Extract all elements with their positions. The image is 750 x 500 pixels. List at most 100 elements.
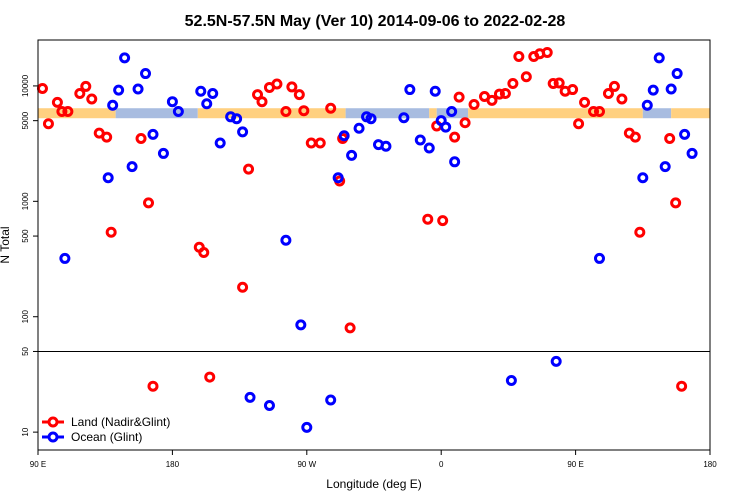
land-point <box>237 281 249 293</box>
land-point <box>547 77 559 89</box>
band-segment-ocean <box>642 108 672 119</box>
plot-frame <box>37 39 711 451</box>
ocean-point <box>172 106 184 118</box>
ocean-point <box>686 147 698 159</box>
ocean-point <box>195 85 207 97</box>
land-point <box>499 87 511 99</box>
land-point <box>670 197 682 209</box>
y-tick-label: 10 <box>21 427 30 436</box>
y-axis: 10 50 100 500 1000 5000 10000 <box>21 74 38 437</box>
land-point <box>449 131 461 143</box>
band-segment-land <box>38 108 65 119</box>
land-point <box>541 46 553 58</box>
land-point <box>553 77 565 89</box>
ocean-point <box>423 142 435 154</box>
y-tick-label: 5000 <box>21 111 30 129</box>
ocean-point <box>380 140 392 152</box>
land-point <box>56 106 68 118</box>
band-segment-land <box>429 108 437 119</box>
x-axis: 90 E 180 90 W 0 90 E 180 <box>30 450 717 469</box>
ocean-point <box>593 252 605 264</box>
land-point <box>664 133 676 145</box>
land-point <box>437 215 449 227</box>
land-point <box>493 88 505 100</box>
band-segment-land <box>197 108 346 119</box>
ocean-point <box>207 87 219 99</box>
x-tick-label: 180 <box>703 460 717 469</box>
land-point <box>579 96 591 108</box>
ocean-point <box>214 137 226 149</box>
y-axis-title: N Total <box>0 226 12 263</box>
ocean-point <box>126 161 138 173</box>
land-point <box>634 226 646 238</box>
land-point <box>271 78 283 90</box>
ocean-point <box>132 83 144 95</box>
land-point <box>105 226 117 238</box>
land-point <box>198 247 210 259</box>
land-point <box>143 197 155 209</box>
land-point <box>453 91 465 103</box>
land-point <box>62 106 74 118</box>
legend: Land (Nadir&Glint) Ocean (Glint) <box>42 415 170 444</box>
land-point <box>36 82 48 94</box>
ocean-point <box>59 252 71 264</box>
legend-land-label: Land (Nadir&Glint) <box>71 415 170 429</box>
ocean-point <box>550 355 562 367</box>
land-point <box>325 102 337 114</box>
ocean-point <box>440 121 452 133</box>
land-point <box>344 322 356 334</box>
x-tick-label: 90 W <box>297 460 316 469</box>
ocean-point <box>140 68 152 80</box>
land-point <box>256 96 268 108</box>
ocean-point <box>113 84 125 96</box>
land-point <box>280 106 292 118</box>
ocean-point <box>166 96 178 108</box>
ocean-point <box>301 421 313 433</box>
ocean-point <box>659 161 671 173</box>
y-tick-label: 1000 <box>21 192 30 210</box>
land-point <box>608 80 620 92</box>
y-tick-label: 500 <box>21 229 30 243</box>
ocean-point <box>280 234 292 246</box>
ocean-point <box>295 319 307 331</box>
ocean-point <box>325 394 337 406</box>
ocean-point <box>671 68 683 80</box>
land-point <box>286 81 298 93</box>
x-tick-label: 90 E <box>567 460 583 469</box>
ocean-point <box>398 112 410 124</box>
land-point <box>243 163 255 175</box>
ocean-point <box>365 113 377 125</box>
ocean-point <box>653 52 665 64</box>
ocean-point <box>332 172 344 184</box>
y-tick-label: 100 <box>21 310 30 324</box>
x-tick-label: 180 <box>166 460 180 469</box>
x-tick-label: 90 E <box>30 460 46 469</box>
land-point <box>314 137 326 149</box>
ocean-point <box>346 149 358 161</box>
land-point <box>676 380 688 392</box>
land-point <box>293 89 305 101</box>
y-tick-label: 50 <box>21 346 30 355</box>
ocean-series <box>59 52 698 433</box>
ocean-point <box>449 156 461 168</box>
land-point <box>80 80 92 92</box>
legend-ocean-marker <box>47 431 59 443</box>
ocean-point <box>338 130 350 142</box>
land-point <box>305 137 317 149</box>
land-point <box>468 99 480 111</box>
land-point <box>593 106 605 118</box>
ocean-point <box>647 84 659 96</box>
land-point <box>147 380 159 392</box>
land-point <box>602 87 614 99</box>
land-point <box>629 131 641 143</box>
legend-land-marker <box>47 416 59 428</box>
chart-title: 52.5N-57.5N May (Ver 10) 2014-09-06 to 2… <box>185 13 566 30</box>
legend-ocean-label: Ocean (Glint) <box>71 430 142 444</box>
ocean-point <box>237 126 249 138</box>
land-point <box>588 106 600 118</box>
x-tick-label: 0 <box>439 460 444 469</box>
land-series <box>36 46 688 392</box>
land-point <box>507 77 519 89</box>
land-point <box>459 117 471 129</box>
